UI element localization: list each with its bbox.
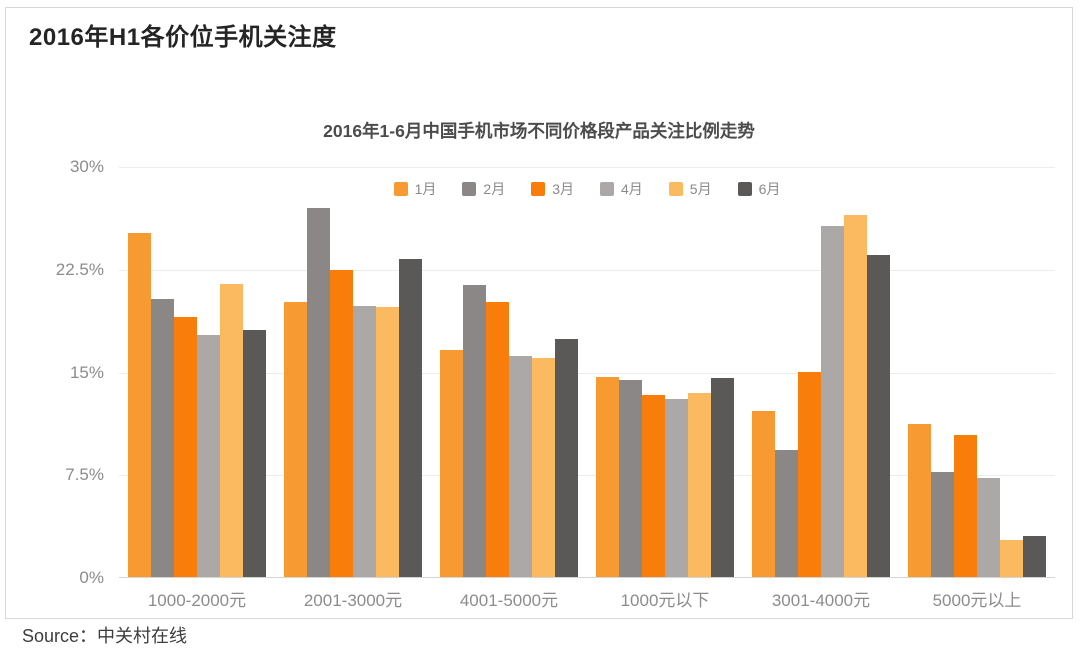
bar [486,301,509,577]
x-axis-label: 5000元以上 [932,591,1022,610]
x-axis-label: 3001-4000元 [771,591,871,610]
bar [775,449,798,577]
bar [619,379,642,577]
legend-label: 4月 [621,181,643,197]
bar [197,334,220,577]
bar [977,478,1000,577]
bar-group [587,167,743,577]
legend-item: 1月 [393,179,437,199]
bar-chart-plot-area: 30% 22.5% 15% 7.5% 0% 1月 2月 3月 4月 5月 6月 1000-2000… [56,157,1055,610]
bar [867,255,890,577]
chart-legend: 1月 2月 3月 4月 5月 6月 [119,179,1055,199]
legend-swatch-icon [393,182,408,196]
bar-group [275,167,431,577]
legend-label: 5月 [689,181,712,197]
bar [307,208,330,577]
legend-swatch-icon [531,182,546,196]
y-tick-label: 15% [69,362,104,382]
page-title: 2016年H1各价位手机关注度 [29,24,337,51]
bar [128,233,151,577]
bar [798,371,821,577]
bar [688,393,711,577]
bar [330,270,353,577]
legend-label: 2月 [483,181,506,197]
bar [399,259,422,577]
bar [821,226,844,577]
x-axis-label: 1000-2000元 [147,591,247,610]
bar [220,283,243,577]
gridline [119,475,1055,477]
bar [711,378,734,577]
bar-group [899,167,1055,577]
bar-group [431,167,587,577]
bar [376,307,399,577]
bar [463,285,486,577]
bar [243,330,266,577]
bar [908,423,931,577]
legend-swatch-icon [600,182,614,196]
bar [509,356,532,577]
legend-swatch-icon [462,182,477,196]
bar [665,398,688,577]
bar-group [119,167,275,577]
chart-title: 2016年1-6月中国手机市场不同价格段产品关注比例走势 [323,121,755,141]
y-tick-label: 0% [79,568,104,587]
chart-card: 2016年H1各价位手机关注度 2016年1-6月中国手机市场不同价格段产品关注… [5,7,1073,619]
legend-item: 2月 [462,179,505,199]
legend-item: 4月 [600,179,643,199]
legend-label: 3月 [552,181,574,197]
gridline [119,167,1055,168]
bar [844,215,867,577]
bar [174,316,197,577]
x-axis-label: 4001-5000元 [459,591,559,610]
y-tick-label: 7.5% [65,465,104,485]
legend-label: 1月 [414,181,437,197]
bar [555,338,578,577]
y-tick-label: 30% [69,157,104,176]
bar [1000,540,1023,577]
legend-item: 5月 [668,179,712,199]
bar-group [743,167,899,577]
x-axis-labels: 1000-2000元 2001-3000元 4001-5000元 1000元以下 300… [119,586,1055,611]
source-caption: Source：中关村在线 [22,626,188,646]
x-axis-label: 2001-3000元 [303,591,403,610]
legend-item: 6月 [737,179,781,199]
gridline [119,372,1055,374]
y-tick-label: 22.5% [55,259,104,279]
bar [284,301,307,577]
bar [532,357,555,577]
bar [642,394,665,577]
bar-groups [119,167,1055,577]
bar [1023,535,1046,577]
legend-item: 3月 [531,179,574,199]
bar [151,298,174,577]
x-axis-label: 1000元以下 [620,591,710,610]
legend-label: 6月 [758,181,781,197]
bar [931,471,954,577]
bar [752,411,775,577]
legend-swatch-icon [737,182,752,196]
legend-swatch-icon [668,182,683,196]
gridline [119,269,1055,271]
bar [954,434,977,577]
bar [353,305,376,577]
bar [440,349,463,577]
bar [596,376,619,577]
